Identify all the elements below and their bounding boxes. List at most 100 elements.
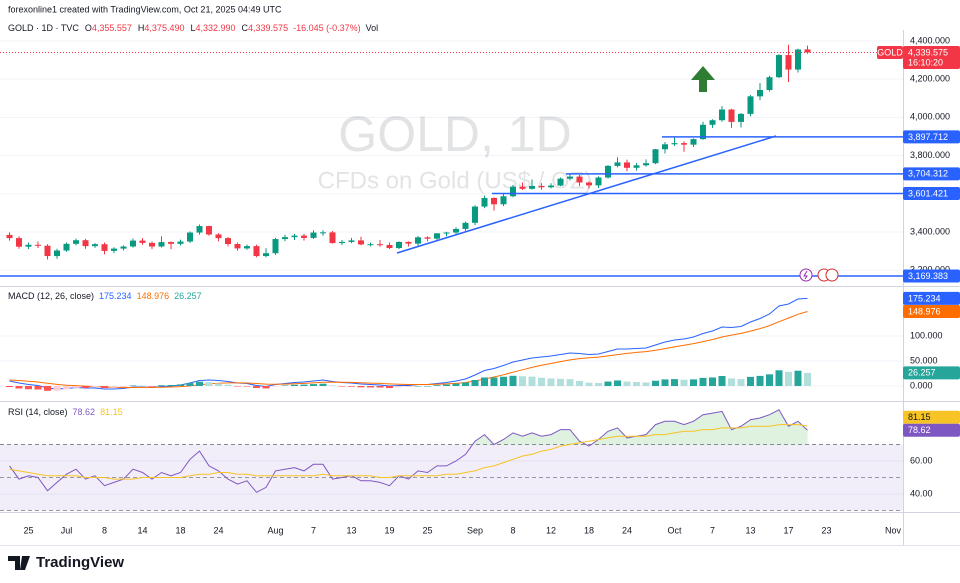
candle-body xyxy=(557,178,564,186)
histogram-bar xyxy=(186,383,194,386)
candle-body xyxy=(633,165,640,168)
histogram-bar xyxy=(348,386,355,387)
candle-body xyxy=(54,250,60,257)
histogram-bar xyxy=(652,380,659,386)
histogram-bar xyxy=(452,383,460,386)
histogram-bar xyxy=(82,386,89,388)
x-tick-label: 25 xyxy=(23,525,33,535)
histogram-bar xyxy=(386,386,393,389)
candle-body xyxy=(405,241,412,244)
x-tick-label: Nov xyxy=(885,525,902,535)
legend-value: 78.62 xyxy=(73,407,96,417)
value-tag-label: 3,601.421 xyxy=(908,188,948,198)
histogram-bar xyxy=(595,382,602,386)
candle-body xyxy=(738,113,744,122)
histogram-bar xyxy=(519,376,526,386)
legend: MACD (12, 26, close) 175.234 148.976 26.257 xyxy=(8,291,202,301)
y-tick-label: 100.000 xyxy=(910,330,943,340)
candle-body xyxy=(652,149,659,164)
legend-value: 26.257 xyxy=(174,291,202,301)
legend-value: 4,332.990 xyxy=(195,23,235,33)
histogram-bar xyxy=(585,382,593,386)
histogram-bar xyxy=(718,376,726,386)
candle-body xyxy=(586,182,592,186)
legend-key: L xyxy=(190,23,195,33)
legend-value: 4,355.557 xyxy=(92,23,132,33)
value-tag xyxy=(903,167,960,181)
histogram-bar xyxy=(25,386,32,390)
value-tag xyxy=(903,187,960,201)
candle-body xyxy=(6,234,13,239)
candle-body xyxy=(234,244,241,249)
trend-line xyxy=(396,135,777,254)
value-tag-label: 78.62 xyxy=(908,425,931,435)
x-tick-label: 7 xyxy=(710,525,715,535)
y-tick-label: 40.00 xyxy=(910,488,933,498)
candle-body xyxy=(63,243,70,251)
candle-body xyxy=(25,244,32,247)
histogram-bar xyxy=(367,386,374,388)
candle-body xyxy=(82,240,89,247)
candle-body xyxy=(177,241,184,244)
histogram-bar xyxy=(766,374,773,386)
histogram-bar xyxy=(72,386,80,388)
candle-body xyxy=(92,244,98,247)
histogram-bar xyxy=(490,377,498,386)
watermark: GOLD, 1D xyxy=(338,106,571,162)
histogram-bar xyxy=(310,384,317,386)
candle-body xyxy=(158,242,165,247)
x-tick-label: 8 xyxy=(102,525,107,535)
histogram-bar xyxy=(804,372,811,386)
y-tick-label: 50.000 xyxy=(910,355,938,365)
candle-body xyxy=(225,238,231,245)
candle-body xyxy=(16,238,22,247)
histogram-bar xyxy=(63,386,70,390)
histogram-bar xyxy=(224,384,232,386)
histogram-bar xyxy=(281,385,289,386)
histogram-bar xyxy=(699,377,707,386)
legend: RSI (14, close) 78.62 81.15 xyxy=(8,407,123,417)
candle-body xyxy=(396,241,402,249)
legend-key: O xyxy=(85,23,92,33)
histogram-bar xyxy=(538,377,545,386)
candle-body xyxy=(215,234,222,239)
candle-body xyxy=(310,232,317,238)
y-tick-label: 60.00 xyxy=(910,455,933,465)
candle-body xyxy=(35,244,41,246)
legend-symbol: GOLD · 1D · TVC xyxy=(8,23,79,33)
indicator-line xyxy=(9,424,808,480)
value-tag-label: 81.15 xyxy=(908,412,931,422)
x-tick-label: 13 xyxy=(346,525,356,535)
histogram-bar xyxy=(148,386,156,387)
candle-body xyxy=(709,120,716,125)
y-tick-label: 0.000 xyxy=(910,380,933,390)
y-tick-label: 3,800.000 xyxy=(910,150,950,160)
y-tick-label: 4,400.000 xyxy=(910,35,950,45)
candle-body xyxy=(101,244,108,251)
value-tag xyxy=(903,410,960,424)
candle-body xyxy=(605,165,611,178)
candle-body xyxy=(481,197,488,207)
candle-body xyxy=(804,49,811,53)
histogram-bar xyxy=(177,384,184,386)
candle-body xyxy=(453,228,459,233)
histogram-bar xyxy=(215,383,222,386)
histogram-bar xyxy=(53,386,61,391)
y-tick-label: 4,000.000 xyxy=(910,112,950,122)
histogram-bar xyxy=(129,385,137,386)
x-tick-label: 14 xyxy=(137,525,147,535)
candle-body xyxy=(681,143,687,145)
candle-body xyxy=(700,124,706,140)
value-tag-label: 3,897.712 xyxy=(908,132,948,142)
candle-body xyxy=(462,222,469,229)
legend-key: H xyxy=(138,23,145,33)
footer-logo: TradingView xyxy=(36,554,124,571)
event-icons xyxy=(799,268,839,282)
histogram-bar xyxy=(747,376,754,386)
event-icon xyxy=(803,270,808,280)
candle-body xyxy=(500,196,507,205)
candle-body xyxy=(510,186,516,197)
x-tick-label: 17 xyxy=(783,525,793,535)
histogram-bar xyxy=(357,386,365,388)
